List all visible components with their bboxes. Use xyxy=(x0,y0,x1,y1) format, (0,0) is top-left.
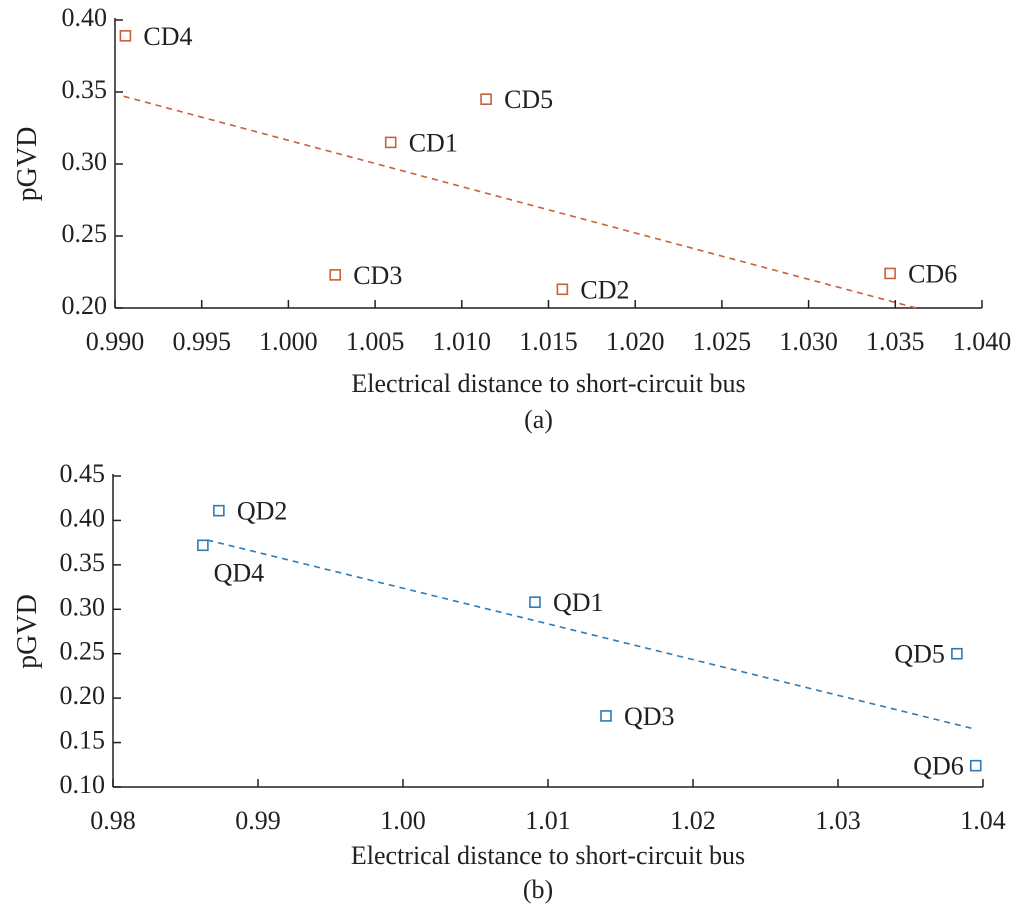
point-label: CD5 xyxy=(504,85,553,114)
y-tick-label: 0.30 xyxy=(60,592,106,621)
y-tick-label: 0.15 xyxy=(60,726,106,755)
y-axis-label: pGVD xyxy=(12,594,43,669)
x-tick-label: 1.005 xyxy=(346,327,405,356)
y-tick-label: 0.35 xyxy=(60,548,106,577)
x-tick-label: 1.030 xyxy=(779,327,838,356)
x-tick-label: 1.010 xyxy=(433,327,492,356)
x-tick-label: 1.00 xyxy=(380,806,426,835)
x-tick-label: 1.02 xyxy=(670,806,716,835)
point-label: QD6 xyxy=(913,752,964,781)
point-label: CD6 xyxy=(908,259,957,288)
plot-b: 0.98 0.99 1.00 1.01 1.02 1.03 1.04 0.10 0.15 0.20… xyxy=(12,459,1006,904)
x-axis-label: Electrical distance to short-circuit bus xyxy=(351,841,745,870)
point-label: QD5 xyxy=(894,640,945,669)
y-axis-label: pGVD xyxy=(12,127,43,202)
x-axis-label: Electrical distance to short-circuit bus xyxy=(351,369,745,398)
x-tick-label: 1.000 xyxy=(259,327,318,356)
x-tick-label: 1.015 xyxy=(519,327,578,356)
y-tick-label: 0.30 xyxy=(62,147,108,176)
point-label: QD4 xyxy=(214,558,265,587)
caption: (b) xyxy=(523,875,553,904)
data-point-qd2 xyxy=(213,504,225,517)
y-tick-label: 0.20 xyxy=(60,681,106,710)
x-tick-label: 1.03 xyxy=(815,806,861,835)
x-tick-label: 0.98 xyxy=(90,806,136,835)
caption: (a) xyxy=(524,405,553,434)
data-point-qd3 xyxy=(600,710,612,722)
y-tick-label: 0.45 xyxy=(60,459,106,488)
point-label: CD3 xyxy=(353,261,402,290)
x-tick-label: 1.04 xyxy=(960,806,1006,835)
y-tick-label: 0.40 xyxy=(60,503,106,532)
y-tick-label: 0.20 xyxy=(62,291,108,320)
point-label: QD2 xyxy=(237,497,288,526)
x-tick-label: 0.99 xyxy=(235,806,281,835)
data-point-qd5 xyxy=(951,647,963,660)
data-point-cd6 xyxy=(884,267,896,280)
data-point-cd5 xyxy=(480,93,492,105)
data-point-qd1 xyxy=(529,596,541,608)
trendline xyxy=(123,95,917,309)
x-tick-label: 1.040 xyxy=(953,327,1012,356)
y-tick-label: 0.35 xyxy=(62,75,108,104)
data-point-cd4 xyxy=(119,30,132,42)
point-label: CD2 xyxy=(580,275,629,304)
y-tick-label: 0.10 xyxy=(60,770,106,799)
data-point-qd4 xyxy=(197,539,209,552)
data-point-cd1 xyxy=(384,136,397,149)
x-tick-label: 1.025 xyxy=(693,327,752,356)
point-label: QD1 xyxy=(553,588,604,617)
x-tick-label: 1.035 xyxy=(866,327,925,356)
y-tick-label: 0.40 xyxy=(62,3,108,32)
x-tick-label: 1.01 xyxy=(525,806,571,835)
data-point-cd2 xyxy=(556,283,569,296)
x-tick-label: 0.995 xyxy=(172,327,231,356)
point-label: CD4 xyxy=(143,22,192,51)
point-label: CD1 xyxy=(409,128,458,157)
trendline xyxy=(207,539,976,731)
point-label: QD3 xyxy=(624,702,675,731)
x-tick-label: 0.990 xyxy=(86,327,145,356)
data-point-cd3 xyxy=(329,269,342,281)
y-tick-label: 0.25 xyxy=(60,637,106,666)
data-point-qd6 xyxy=(969,759,982,772)
x-tick-label: 1.020 xyxy=(606,327,665,356)
plot-a: 0.990 0.995 1.000 1.005 1.010 1.015 1.020 1.025… xyxy=(12,3,1011,434)
y-tick-label: 0.25 xyxy=(62,219,108,248)
